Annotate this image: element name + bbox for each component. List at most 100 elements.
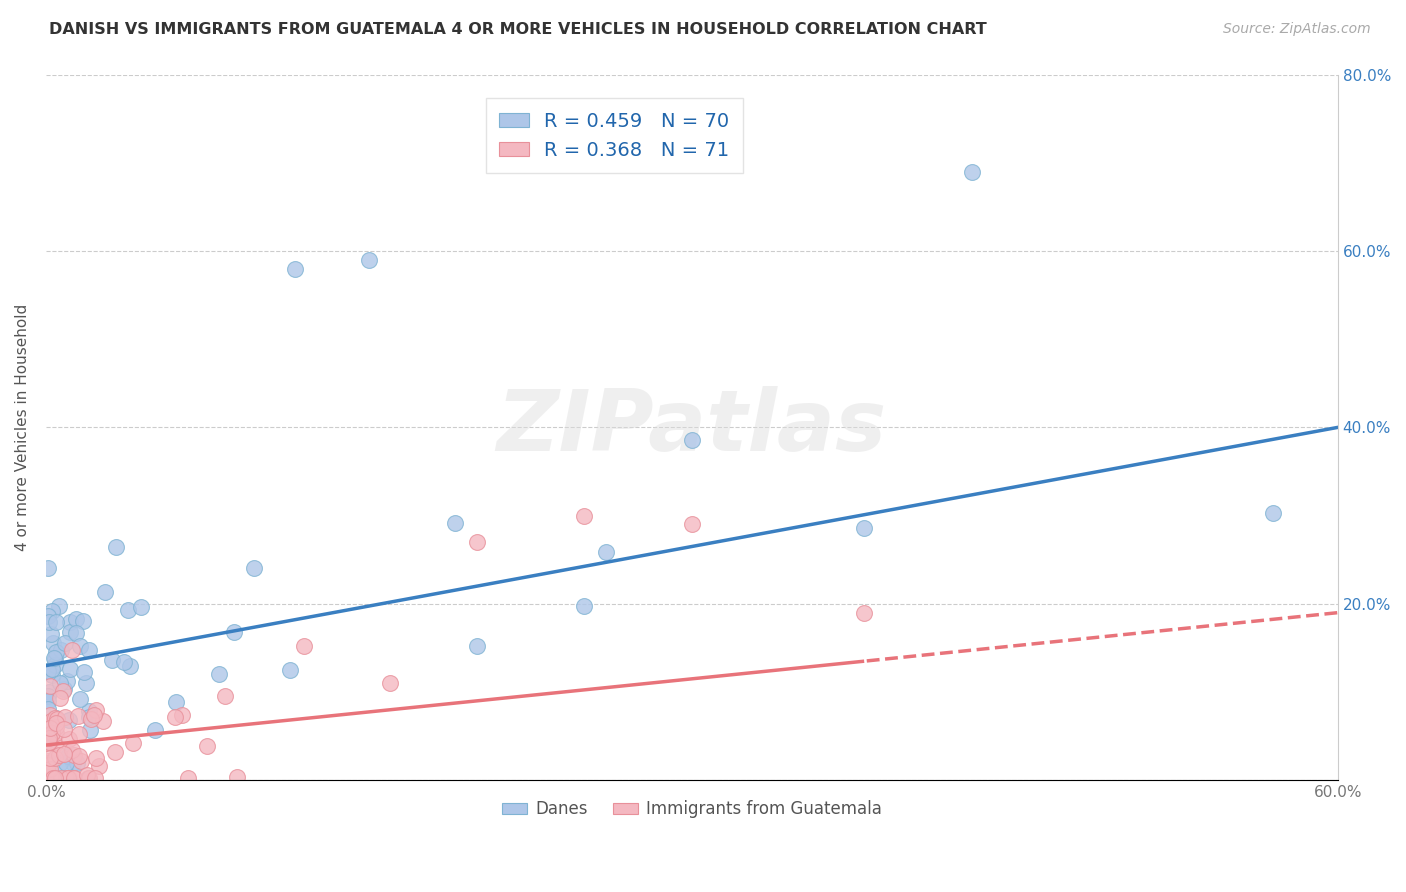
Point [60, 643, 83, 657]
Point [39, 771, 62, 785]
Point [1261, 506, 1284, 520]
Point [76, 768, 98, 782]
Point [37, 689, 59, 703]
Point [38, 615, 60, 630]
Point [48, 756, 70, 770]
Point [84, 750, 107, 764]
Point [77, 705, 100, 719]
Point [38, 684, 60, 698]
Point [165, 695, 187, 709]
Point [42, 636, 65, 650]
Point [41, 720, 63, 734]
Point [853, 606, 876, 620]
Point [67, 726, 90, 740]
Point [62, 756, 84, 770]
Point [52, 684, 75, 698]
Point [73, 665, 96, 679]
Point [45, 645, 67, 659]
Point [39, 762, 62, 776]
Point [226, 770, 249, 784]
Point [37, 716, 59, 731]
Point [37, 754, 59, 768]
Point [69, 640, 91, 654]
Point [53, 636, 76, 650]
Point [44, 657, 66, 672]
Point [41, 604, 63, 618]
Point [853, 521, 876, 535]
Point [143, 723, 166, 737]
Point [94, 585, 117, 599]
Point [38, 751, 60, 765]
Point [46, 712, 69, 726]
Point [37, 608, 59, 623]
Point [72, 615, 94, 629]
Text: Source: ZipAtlas.com: Source: ZipAtlas.com [1223, 22, 1371, 37]
Point [48, 747, 70, 762]
Point [100, 653, 122, 667]
Point [37, 561, 59, 575]
Point [278, 663, 301, 677]
Point [91, 714, 114, 729]
Point [66, 756, 89, 770]
Point [59, 615, 82, 629]
Point [37, 757, 59, 772]
Point [62, 747, 84, 762]
Point [120, 658, 142, 673]
Point [681, 433, 703, 447]
Point [177, 771, 200, 785]
Point [170, 707, 193, 722]
Point [79, 723, 101, 738]
Point [86, 703, 108, 717]
Legend: Danes, Immigrants from Guatemala: Danes, Immigrants from Guatemala [495, 794, 889, 825]
Point [49, 771, 72, 785]
Point [39, 627, 62, 641]
Point [465, 535, 488, 549]
Point [222, 624, 245, 639]
Point [63, 771, 86, 785]
Text: DANISH VS IMMIGRANTS FROM GUATEMALA 4 OR MORE VEHICLES IN HOUSEHOLD CORRELATION : DANISH VS IMMIGRANTS FROM GUATEMALA 4 OR… [49, 22, 987, 37]
Point [121, 736, 143, 750]
Point [572, 599, 595, 613]
Point [38, 679, 60, 693]
Point [52, 681, 75, 696]
Point [163, 710, 186, 724]
Point [572, 508, 595, 523]
Point [37, 702, 59, 716]
Point [45, 615, 67, 629]
Point [37, 756, 59, 771]
Point [37, 664, 59, 678]
Point [39, 721, 62, 735]
Point [59, 625, 82, 640]
Point [56, 748, 79, 763]
Point [444, 516, 467, 530]
Point [56, 673, 79, 688]
Point [77, 710, 100, 724]
Point [39, 708, 62, 723]
Point [41, 771, 63, 785]
Point [595, 545, 617, 559]
Point [69, 691, 91, 706]
Point [58, 731, 80, 746]
Text: ZIPatlas: ZIPatlas [496, 386, 887, 469]
Point [55, 756, 77, 770]
Point [48, 599, 70, 614]
Point [292, 639, 315, 653]
Point [44, 750, 66, 764]
Point [65, 625, 87, 640]
Point [58, 771, 80, 785]
Point [69, 755, 91, 769]
Point [52, 747, 75, 761]
Point [44, 711, 66, 725]
Point [48, 676, 70, 690]
Point [65, 612, 87, 626]
Point [41, 727, 63, 741]
Point [44, 771, 66, 785]
Point [104, 540, 127, 554]
Point [77, 771, 100, 785]
Point [117, 603, 139, 617]
Point [75, 675, 97, 690]
Point [80, 712, 103, 726]
Point [89, 759, 111, 773]
Point [41, 725, 63, 739]
Point [55, 771, 77, 785]
